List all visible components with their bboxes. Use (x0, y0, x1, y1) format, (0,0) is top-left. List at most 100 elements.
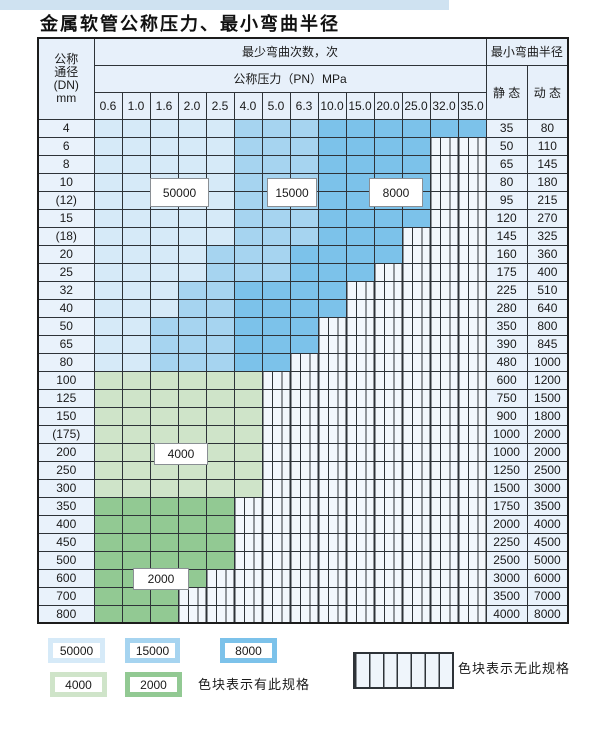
grid-cell-no-spec (373, 298, 403, 318)
grid-cell-no-spec (429, 262, 459, 282)
grid-cell-available (261, 244, 291, 264)
grid-cell-available (93, 550, 123, 570)
static-radius-cell: 3500 (485, 586, 528, 606)
grid-cell-no-spec (401, 388, 431, 408)
grid-cell-available (261, 316, 291, 336)
grid-cell-no-spec (457, 208, 487, 228)
grid-cell-no-spec (289, 514, 319, 534)
grid-cell-available (121, 136, 151, 156)
grid-cell-no-spec (261, 424, 291, 444)
grid-cell-no-spec (289, 478, 319, 498)
grid-cell-available (93, 568, 123, 588)
grid-cell-no-spec (457, 352, 487, 372)
dn-cell: 800 (37, 604, 95, 624)
cycle-label-4000: 4000 (154, 443, 208, 465)
grid-cell-available (205, 424, 235, 444)
grid-cell-no-spec (317, 370, 347, 390)
pressure-col-15.0: 15.0 (345, 91, 375, 120)
table-row-dn-700: 700 3500 7000 (37, 586, 569, 606)
grid-cell-available (205, 172, 235, 192)
grid-cell-no-spec (429, 172, 459, 192)
grid-cell-available (93, 514, 123, 534)
grid-cell-no-spec (289, 406, 319, 426)
grid-cell-available (345, 136, 375, 156)
grid-cell-no-spec (317, 442, 347, 462)
grid-cell-no-spec (401, 298, 431, 318)
grid-cell-available (93, 334, 123, 354)
grid-cell-no-spec (429, 550, 459, 570)
legend-swatch-label: 2000 (130, 677, 177, 692)
grid-cell-no-spec (373, 550, 403, 570)
corner-line: 通径 (54, 64, 79, 79)
grid-cell-no-spec (401, 514, 431, 534)
grid-cell-no-spec (261, 442, 291, 462)
grid-cell-available (289, 334, 319, 354)
grid-cell-available (205, 244, 235, 264)
grid-cell-no-spec (345, 568, 375, 588)
grid-cell-available (401, 154, 431, 174)
legend-swatch-50000: 50000 (48, 638, 105, 663)
dynamic-radius-cell: 6000 (526, 568, 569, 588)
grid-cell-no-spec (401, 334, 431, 354)
static-radius-cell: 145 (485, 226, 528, 246)
grid-cell-available (205, 514, 235, 534)
grid-cell-available (177, 208, 207, 228)
grid-cell-available (177, 532, 207, 552)
grid-cell-available (149, 370, 179, 390)
pressure-col-1.0: 1.0 (121, 91, 151, 120)
dynamic-radius-cell: 80 (526, 118, 569, 138)
grid-cell-no-spec (457, 298, 487, 318)
static-radius-cell: 1500 (485, 478, 528, 498)
grid-cell-available (121, 424, 151, 444)
grid-cell-available (121, 190, 151, 210)
grid-cell-no-spec (457, 172, 487, 192)
grid-cell-no-spec (261, 568, 291, 588)
cycle-label-15000: 15000 (267, 178, 317, 207)
grid-cell-no-spec (429, 226, 459, 246)
dn-cell: 25 (37, 262, 95, 282)
grid-cell-available (205, 370, 235, 390)
grid-cell-no-spec (401, 370, 431, 390)
dynamic-radius-cell: 1500 (526, 388, 569, 408)
grid-cell-no-spec (457, 244, 487, 264)
grid-cell-no-spec (457, 532, 487, 552)
grid-cell-available (177, 334, 207, 354)
grid-cell-no-spec (401, 226, 431, 246)
grid-cell-available (261, 262, 291, 282)
dynamic-radius-cell: 510 (526, 280, 569, 300)
grid-cell-available (121, 514, 151, 534)
dynamic-radius-cell: 325 (526, 226, 569, 246)
pressure-col-35.0: 35.0 (457, 91, 487, 120)
grid-cell-no-spec (345, 334, 375, 354)
grid-cell-no-spec (429, 604, 459, 624)
corner-line: (DN) (53, 77, 79, 92)
grid-cell-available (233, 298, 263, 318)
grid-cell-available (177, 280, 207, 300)
grid-cell-no-spec (457, 154, 487, 174)
grid-cell-no-spec (289, 586, 319, 606)
grid-cell-available (261, 154, 291, 174)
dn-cell: 10 (37, 172, 95, 192)
static-header: 静 态 (485, 64, 528, 120)
grid-cell-available (93, 496, 123, 516)
page-title: 金属软管公称压力、最小弯曲半径 (40, 14, 340, 34)
grid-cell-available (317, 244, 347, 264)
grid-cell-no-spec (289, 460, 319, 480)
grid-cell-no-spec (345, 460, 375, 480)
grid-cell-available (205, 550, 235, 570)
grid-cell-available (233, 208, 263, 228)
grid-cell-no-spec (429, 190, 459, 210)
grid-cell-no-spec (205, 604, 235, 624)
grid-cell-no-spec (345, 532, 375, 552)
dn-cell: (175) (37, 424, 95, 444)
grid-cell-no-spec (261, 532, 291, 552)
grid-cell-available (149, 352, 179, 372)
grid-cell-available (177, 406, 207, 426)
grid-cell-no-spec (317, 388, 347, 408)
grid-cell-no-spec (401, 604, 431, 624)
grid-cell-available (345, 190, 375, 210)
grid-cell-available (373, 118, 403, 138)
grid-cell-no-spec (345, 316, 375, 336)
dynamic-radius-cell: 270 (526, 208, 569, 228)
grid-cell-no-spec (373, 514, 403, 534)
